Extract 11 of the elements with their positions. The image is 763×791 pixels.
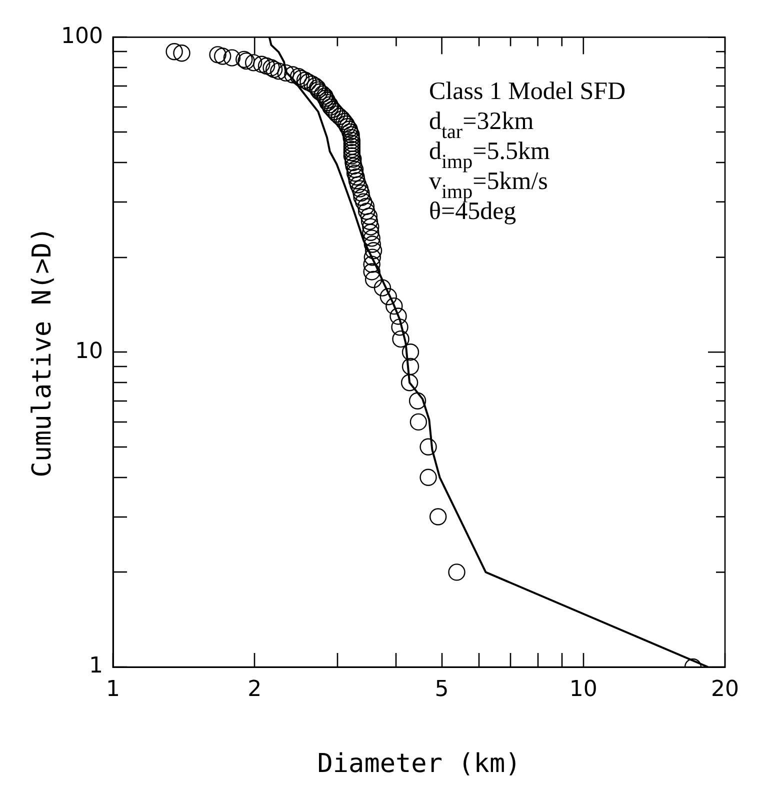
x-axis-title: Diameter (km): [317, 749, 521, 780]
x-tick-label: 2: [248, 676, 262, 702]
y-tick-label: 1: [89, 654, 103, 679]
annotation: Class 1 Model SFD: [429, 78, 626, 106]
x-tick-label: 5: [434, 676, 449, 702]
y-tick-label: 10: [75, 338, 103, 364]
x-tick-label: 10: [569, 676, 598, 702]
x-tick-label: 20: [711, 676, 740, 702]
y-tick-label: 100: [61, 24, 103, 49]
x-tick-label: 1: [106, 676, 120, 702]
y-axis-title: Cumulative N(>D): [27, 226, 58, 478]
